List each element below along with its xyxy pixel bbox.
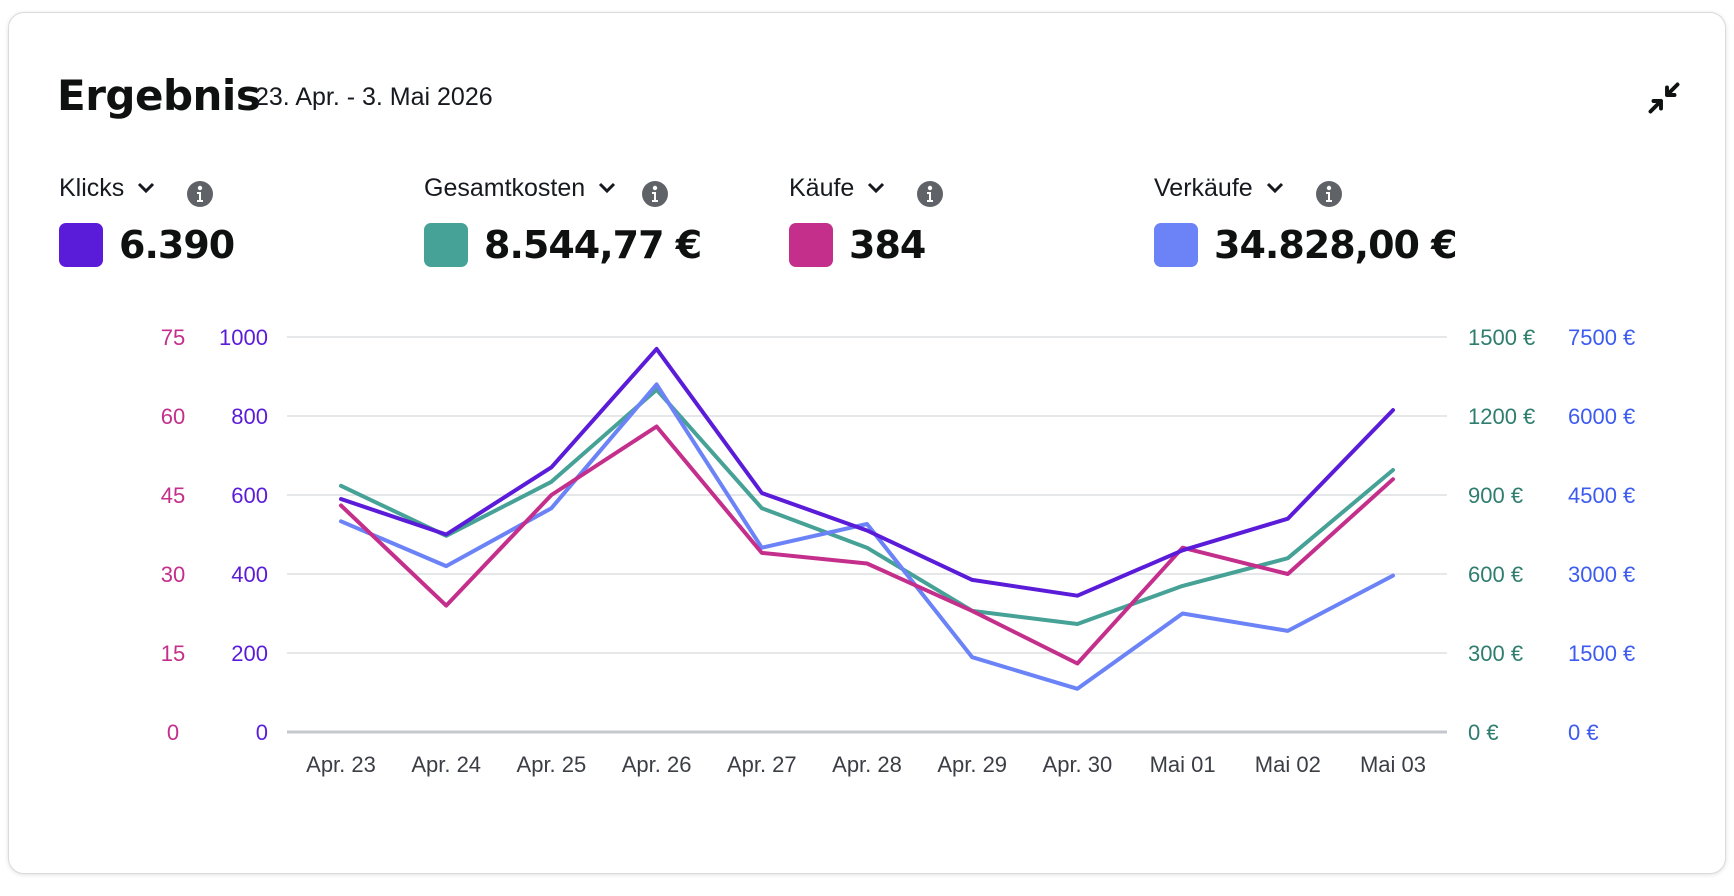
y-tick-label-verkaeufe: 7500 € [1568,325,1635,350]
color-swatch [789,223,833,267]
y-tick-label-kosten: 0 € [1468,720,1499,745]
y-tick-label-kosten: 1200 € [1468,404,1535,429]
series-line-klicks [339,346,1395,598]
x-tick-label: Apr. 26 [622,752,692,777]
series-line-kosten [339,387,1395,626]
metric-kaeufe: Käufe 384 [789,171,943,267]
y-tick-label-kaeufe: 30 [161,562,185,587]
metric-value: 34.828,00 € [1214,223,1458,267]
x-tick-label: Apr. 25 [517,752,587,777]
info-icon[interactable] [640,179,670,209]
color-swatch [59,223,103,267]
chevron-down-icon[interactable] [864,176,888,200]
x-tick-label: Apr. 30 [1043,752,1113,777]
metric-gesamtkosten: Gesamtkosten 8.544,77 € [424,171,702,267]
metric-label: Klicks [59,173,125,202]
x-tick-label: Apr. 28 [832,752,902,777]
color-swatch [424,223,468,267]
y-tick-label-kosten: 1500 € [1468,325,1535,350]
y-tick-label-verkaeufe: 6000 € [1568,404,1635,429]
info-icon[interactable] [185,179,215,209]
y-tick-label-klicks: 600 [231,483,268,508]
series-line-kaeufe [339,424,1395,666]
metric-verkaeufe: Verkäufe 34.828,00 € [1154,171,1458,267]
y-tick-label-kaeufe: 0 [167,720,179,745]
y-tick-label-kaeufe: 60 [161,404,185,429]
y-tick-label-kaeufe: 45 [161,483,185,508]
y-tick-label-klicks: 800 [231,404,268,429]
x-tick-label: Apr. 29 [937,752,1007,777]
results-card: Ergebnis 23. Apr. - 3. Mai 2026 Klicks 6… [8,12,1726,874]
info-icon[interactable] [915,179,945,209]
y-tick-label-kosten: 300 € [1468,641,1523,666]
y-tick-label-klicks: 0 [256,720,268,745]
chevron-down-icon[interactable] [1263,176,1287,200]
x-tick-label: Apr. 27 [727,752,797,777]
y-tick-label-verkaeufe: 1500 € [1568,641,1635,666]
metric-value: 384 [849,223,926,267]
metric-value: 6.390 [119,223,235,267]
x-tick-label: Apr. 24 [411,752,481,777]
metric-label: Gesamtkosten [424,173,586,202]
y-tick-label-klicks: 200 [231,641,268,666]
y-tick-label-kosten: 900 € [1468,483,1523,508]
metric-label: Käufe [789,173,855,202]
chevron-down-icon[interactable] [134,176,158,200]
y-tick-label-klicks: 400 [231,562,268,587]
y-tick-label-verkaeufe: 0 € [1568,720,1599,745]
color-swatch [1154,223,1198,267]
y-tick-label-kaeufe: 75 [161,325,185,350]
metric-klicks: Klicks 6.390 [59,171,235,267]
metric-value: 8.544,77 € [484,223,702,267]
y-tick-label-verkaeufe: 4500 € [1568,483,1635,508]
metric-label: Verkäufe [1154,173,1253,202]
info-icon[interactable] [1314,179,1344,209]
x-tick-label: Mai 02 [1255,752,1321,777]
y-tick-label-klicks: 1000 [219,325,268,350]
x-tick-label: Mai 03 [1360,752,1426,777]
y-tick-label-kaeufe: 15 [161,641,185,666]
chevron-down-icon[interactable] [595,176,619,200]
date-range: 23. Apr. - 3. Mai 2026 [255,83,493,111]
y-tick-label-kosten: 600 € [1468,562,1523,587]
series-line-verkaeufe [339,382,1395,691]
x-tick-label: Mai 01 [1150,752,1216,777]
y-tick-label-verkaeufe: 3000 € [1568,562,1635,587]
card-title: Ergebnis [57,71,261,120]
collapse-icon[interactable] [1646,80,1682,116]
x-tick-label: Apr. 23 [306,752,376,777]
